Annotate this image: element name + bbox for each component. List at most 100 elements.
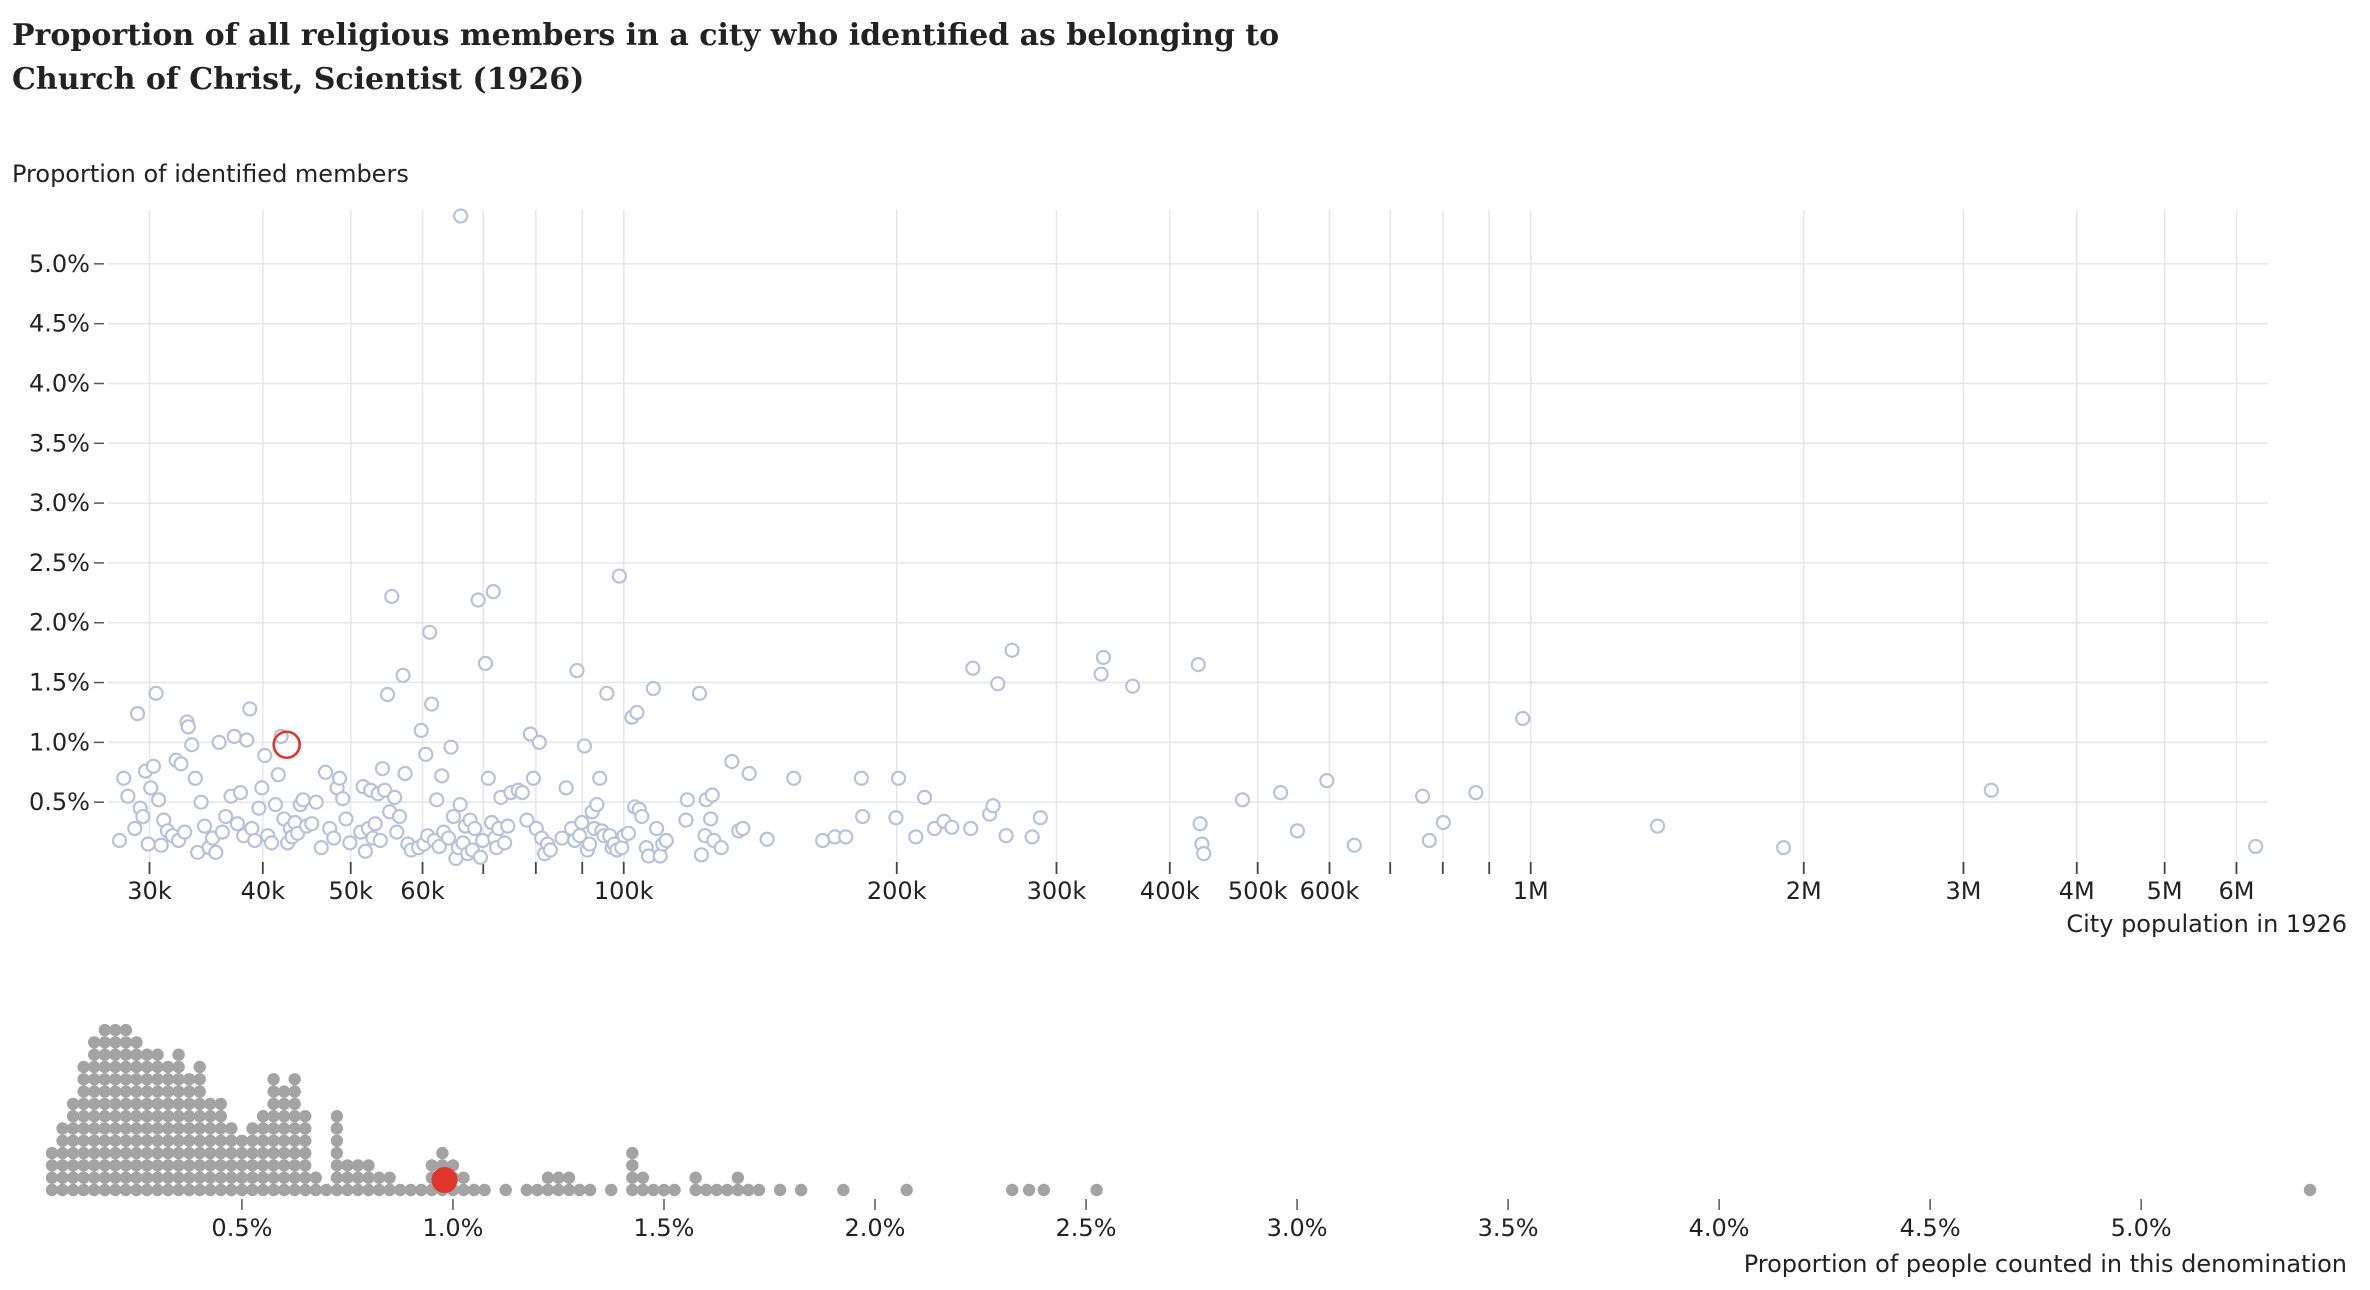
dot-x-tick-label-1: 1.0% bbox=[422, 1214, 483, 1242]
dot-8-7 bbox=[130, 1097, 143, 1111]
scatter-point-42 bbox=[247, 832, 263, 849]
scatter-point-198 bbox=[853, 770, 869, 786]
scatter-point-63 bbox=[317, 764, 334, 780]
scatter-point-191 bbox=[735, 820, 751, 837]
dot-30-1 bbox=[362, 1171, 375, 1184]
scatter-point-3 bbox=[127, 820, 143, 837]
dot-32-1 bbox=[383, 1171, 396, 1184]
dot-6-7 bbox=[109, 1097, 122, 1111]
dot-24-5 bbox=[299, 1122, 312, 1135]
scatter-point-180 bbox=[679, 792, 695, 808]
dot-10-0 bbox=[151, 1183, 164, 1197]
dot-11-8 bbox=[161, 1085, 175, 1098]
dot-23-9 bbox=[288, 1073, 301, 1086]
dot-52-1 bbox=[636, 1171, 650, 1184]
dot-22-0 bbox=[277, 1183, 291, 1197]
dot-1-2 bbox=[56, 1159, 69, 1172]
dot-28-1 bbox=[341, 1171, 354, 1184]
dot-18-4 bbox=[235, 1134, 249, 1148]
dot-3-0 bbox=[77, 1183, 90, 1197]
dot-13-3 bbox=[182, 1146, 196, 1160]
x-tick-label-16: 1M bbox=[1513, 877, 1549, 905]
scatter-point-202 bbox=[908, 829, 924, 845]
dot-9-9 bbox=[140, 1073, 154, 1086]
dot-7-8 bbox=[119, 1085, 133, 1098]
x-tick-label-2: 50k bbox=[328, 877, 373, 905]
scatter-point-179 bbox=[678, 812, 694, 828]
dot-27-2 bbox=[330, 1159, 344, 1172]
dot-19-5 bbox=[246, 1122, 259, 1135]
dot-9-5 bbox=[140, 1122, 154, 1135]
scatter-point-201 bbox=[890, 770, 907, 786]
scatter-point-146 bbox=[569, 662, 585, 679]
dot-24-6 bbox=[299, 1110, 312, 1123]
scatter-point-171 bbox=[634, 808, 650, 825]
scatter-point-211 bbox=[990, 676, 1006, 692]
dot-47-1 bbox=[562, 1171, 576, 1184]
dot-5-10 bbox=[98, 1060, 111, 1074]
dot-17-3 bbox=[225, 1146, 238, 1160]
scatter-point-199 bbox=[855, 808, 871, 825]
scatter-point-119 bbox=[475, 832, 491, 849]
dot-14-10 bbox=[193, 1060, 206, 1074]
dot-6-13 bbox=[109, 1023, 122, 1037]
dot-7-6 bbox=[119, 1110, 133, 1123]
dot-5-1 bbox=[98, 1171, 111, 1184]
dot-9-6 bbox=[140, 1110, 154, 1123]
dot-63-0 bbox=[773, 1183, 787, 1197]
dot-32-0 bbox=[383, 1183, 396, 1197]
dot-4-8 bbox=[88, 1085, 101, 1098]
dot-49-0 bbox=[583, 1183, 597, 1197]
chart-title-line-1: Proportion of all religious members in a… bbox=[12, 18, 1280, 53]
dot-20-2 bbox=[256, 1159, 270, 1172]
scatter-point-214 bbox=[1024, 829, 1040, 845]
dot-7-3 bbox=[119, 1146, 133, 1160]
dot-9-0 bbox=[140, 1183, 154, 1197]
scatter-point-60 bbox=[304, 816, 320, 832]
scatter-point-58 bbox=[295, 792, 311, 808]
dot-x-tick-label-5: 3.0% bbox=[1267, 1214, 1328, 1242]
dot-55-0 bbox=[668, 1183, 681, 1197]
dot-9-7 bbox=[140, 1097, 154, 1111]
dot-16-4 bbox=[214, 1134, 228, 1148]
scatter-point-39 bbox=[239, 732, 255, 748]
scatter-point-193 bbox=[759, 831, 775, 847]
dot-65-0 bbox=[837, 1183, 850, 1197]
dot-x-tick-label-9: 5.0% bbox=[2111, 1214, 2172, 1242]
dot-5-7 bbox=[98, 1097, 111, 1111]
dot-27-3 bbox=[330, 1146, 344, 1160]
dot-2-4 bbox=[66, 1134, 80, 1148]
dot-8-11 bbox=[130, 1048, 143, 1061]
dot-47-0 bbox=[562, 1183, 576, 1197]
dot-3-6 bbox=[77, 1110, 90, 1123]
dot-46-0 bbox=[552, 1183, 565, 1197]
scatter-point-32 bbox=[214, 824, 231, 840]
scatter-point-229 bbox=[1421, 832, 1437, 849]
dot-36-2 bbox=[425, 1159, 439, 1172]
scatter-point-158 bbox=[599, 685, 615, 701]
dot-1-5 bbox=[56, 1122, 69, 1135]
chart-title-line-2: Church of Christ, Scientist (1926) bbox=[12, 62, 585, 97]
scatter-point-215 bbox=[1032, 810, 1048, 826]
dot-40-0 bbox=[467, 1183, 481, 1197]
dot-27-1 bbox=[330, 1171, 344, 1184]
scatter-point-101 bbox=[431, 838, 447, 855]
dot-28-2 bbox=[341, 1159, 354, 1172]
dot-60-1 bbox=[731, 1171, 745, 1184]
dot-5-6 bbox=[98, 1110, 111, 1123]
dot-8-2 bbox=[130, 1159, 143, 1172]
dot-3-9 bbox=[77, 1073, 90, 1086]
x-tick-label-3: 60k bbox=[400, 877, 445, 905]
dot-9-10 bbox=[140, 1060, 154, 1074]
scatter-point-40 bbox=[242, 701, 258, 717]
scatter-point-216 bbox=[1093, 666, 1109, 682]
x-tick-label-19: 4M bbox=[2059, 877, 2095, 905]
dot-7-10 bbox=[119, 1060, 133, 1074]
dot-6-12 bbox=[109, 1036, 122, 1049]
scatter-point-68 bbox=[335, 790, 351, 807]
dot-plot-x-axis: 0.5% 1.0% 1.5% 2.0% 2.5% 3.0% 3.5% 4.0% 4.5% 5.0% bbox=[211, 1199, 2172, 1242]
dot-1-4 bbox=[56, 1134, 69, 1148]
scatter-point-166 bbox=[620, 825, 637, 841]
dot-11-4 bbox=[161, 1134, 175, 1148]
dot-16-1 bbox=[214, 1171, 228, 1184]
